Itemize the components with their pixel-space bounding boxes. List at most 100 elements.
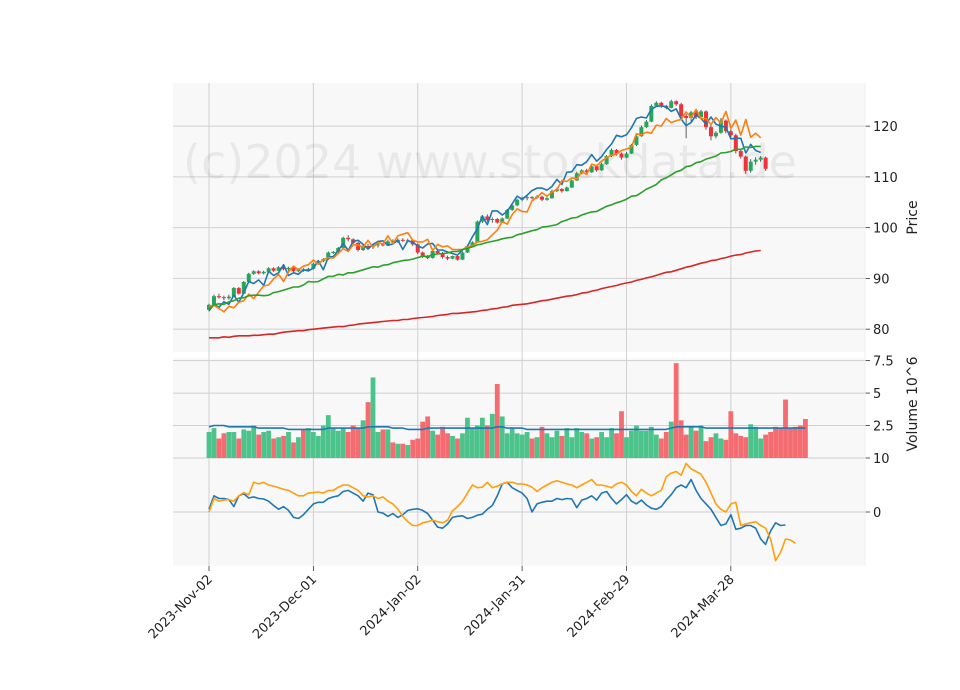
candle-body	[510, 205, 515, 210]
volume-bar	[584, 433, 590, 458]
volume-bar	[599, 432, 605, 458]
volume-bar	[569, 437, 575, 458]
volume-bar	[271, 438, 277, 458]
volume-bar	[246, 430, 252, 458]
volume-bar	[330, 428, 336, 458]
oscillator-y-tick-label: 10	[873, 452, 890, 467]
volume-bar	[474, 425, 480, 458]
volume-bar	[465, 417, 470, 458]
volume-bar	[395, 443, 401, 458]
volume-bar	[266, 430, 272, 458]
candle-body	[574, 173, 579, 181]
volume-bar	[544, 433, 550, 458]
volume-bar	[688, 426, 694, 458]
volume-moving-average-line	[208, 424, 806, 431]
candle-body	[415, 244, 420, 253]
candle-body	[589, 166, 594, 173]
candle-body	[356, 242, 361, 250]
volume-bar	[559, 435, 565, 458]
candle-body	[460, 252, 465, 260]
volume-bar	[355, 428, 361, 458]
volume-bar	[405, 445, 411, 458]
volume-bar	[534, 437, 540, 458]
candle-body	[738, 151, 743, 157]
oscillator-y-tick-label: 0	[873, 506, 881, 521]
volume-bar	[703, 441, 709, 458]
volume-bar	[276, 437, 281, 458]
candle-body	[326, 252, 331, 260]
volume-bar	[728, 411, 734, 458]
volume-bar	[738, 435, 744, 458]
volume-bar	[683, 434, 689, 458]
volume-bar	[763, 434, 769, 458]
candle-body	[654, 102, 659, 106]
volume-bar	[445, 433, 450, 458]
volume-bar	[296, 437, 301, 458]
candle-body	[390, 241, 395, 243]
candle-body	[216, 296, 221, 298]
volume-bar	[638, 430, 644, 458]
volume-bar	[803, 419, 808, 458]
watermark-text: (c)2024 www.stockdata.de	[183, 135, 797, 189]
candle-body	[723, 120, 728, 132]
volume-bar	[539, 426, 545, 458]
volume-bar	[499, 416, 505, 458]
price-panel-background	[173, 83, 865, 352]
candle-body	[226, 296, 231, 299]
volume-bar	[788, 428, 793, 458]
volume-bar	[365, 402, 371, 458]
volume-bar	[315, 435, 321, 458]
volume-bar	[470, 428, 475, 458]
volume-bar	[549, 437, 555, 458]
candle-body	[281, 267, 286, 270]
volume-bar	[609, 428, 614, 458]
oscillator-line	[208, 478, 786, 546]
volume-bar	[435, 434, 441, 458]
candle-body	[375, 244, 380, 246]
volume-bar	[589, 438, 595, 458]
volume-bar	[390, 442, 396, 458]
price-y-tick-label: 110	[873, 171, 898, 186]
volume-bar	[509, 428, 515, 458]
candle-body	[674, 101, 679, 105]
price-y-tick-label: 100	[873, 222, 898, 237]
candle-body	[584, 170, 589, 173]
candle-body	[644, 121, 649, 128]
volume-bar	[658, 438, 664, 458]
candle-body	[380, 244, 385, 246]
candle-body	[614, 149, 619, 154]
volume-bar	[231, 432, 237, 458]
volume-bar	[693, 430, 699, 458]
volume-bar	[216, 438, 222, 458]
volume-bar	[798, 425, 803, 458]
volume-bar	[663, 432, 669, 458]
candle-body	[659, 102, 664, 106]
candle-body	[256, 271, 261, 274]
volume-bar	[335, 430, 341, 458]
volume-bar	[634, 425, 639, 458]
candle-body	[366, 245, 371, 247]
candle-body	[346, 237, 351, 240]
oscillator-line	[208, 462, 796, 562]
volume-bar	[529, 438, 535, 458]
candle-body	[286, 267, 291, 270]
candle-body	[515, 199, 520, 206]
volume-bar	[425, 416, 431, 458]
candle-body	[679, 104, 684, 116]
volume-bar	[360, 420, 366, 458]
candle-body	[475, 221, 480, 243]
volume-bar	[793, 426, 798, 458]
volume-bar	[261, 432, 267, 458]
candle-body	[604, 156, 609, 165]
volume-bar	[291, 442, 296, 458]
volume-bar	[286, 432, 291, 458]
candle-body	[470, 242, 475, 246]
volume-axis-title: Volume 10^6	[905, 356, 921, 451]
candle-body	[684, 115, 689, 119]
price-y-tick-label: 80	[873, 323, 890, 338]
candle-body	[435, 250, 440, 254]
candle-body	[306, 268, 311, 271]
volume-bar	[773, 426, 778, 458]
candle-body	[445, 257, 450, 259]
